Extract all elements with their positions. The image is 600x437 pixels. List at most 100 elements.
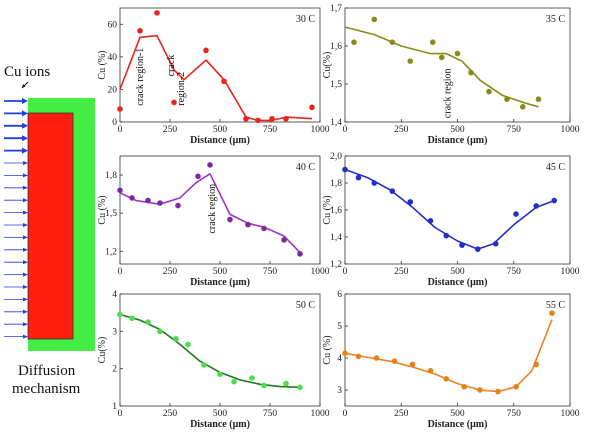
chart-title: 30 C xyxy=(296,14,316,25)
diffusion-arrow-icon xyxy=(4,135,28,142)
data-point xyxy=(217,371,223,378)
y-tick-label: 1,7 xyxy=(330,4,342,14)
x-tick-label: 250 xyxy=(394,125,409,135)
ions-pointer-icon xyxy=(21,81,29,89)
data-point xyxy=(389,39,396,45)
chart-50c: 0 250 500 750 1000 1 2 3 4 Distance (μm) Cu(%) 50 C xyxy=(95,290,330,437)
x-axis-label: Distance (μm) xyxy=(428,277,488,288)
diffusion-arrow-icon xyxy=(4,334,28,339)
x-tick-label: 250 xyxy=(394,409,409,419)
y-tick-label: 20 xyxy=(108,85,118,95)
data-point xyxy=(504,96,510,102)
data-point xyxy=(342,166,348,173)
y-axis-label: Cu (%) xyxy=(322,195,333,224)
data-point xyxy=(281,237,287,243)
data-point xyxy=(389,188,396,194)
data-point xyxy=(145,319,151,325)
data-point xyxy=(519,104,526,110)
diffusion-arrow-icon xyxy=(4,147,28,154)
diffusion-arrow-icon xyxy=(4,272,28,277)
x-tick-label: 0 xyxy=(343,267,348,277)
chart-45c: 0 250 500 750 1000 1,2 1,4 1,6 1,8 2,0 Distance (μ… xyxy=(320,148,600,290)
data-point xyxy=(427,218,434,224)
x-tick-label: 0 xyxy=(118,267,123,277)
chart-40c: 0 250 500 750 1000 1,2 1,5 1,8 Distance (μm) Cu (… xyxy=(95,150,330,290)
diffusion-arrow-icon xyxy=(4,260,28,265)
data-point xyxy=(283,380,289,387)
chart-55c: 0 250 500 750 1000 3 4 5 6 Distance (μm) Cu (%) 55 … xyxy=(320,290,600,437)
x-tick-label: 750 xyxy=(263,267,278,277)
data-point xyxy=(137,28,143,34)
data-point xyxy=(438,54,445,61)
data-point xyxy=(157,200,163,206)
data-point xyxy=(371,16,378,23)
y-tick-label: 1,5 xyxy=(330,80,342,90)
data-point xyxy=(221,78,227,85)
data-point xyxy=(407,199,414,205)
diffusion-arrow-icon xyxy=(4,210,28,215)
data-point xyxy=(461,384,468,390)
data-point xyxy=(513,211,519,217)
data-point xyxy=(207,162,213,168)
y-tick-label: 1,8 xyxy=(105,171,117,181)
data-point xyxy=(117,311,123,318)
y-tick-label: 40 xyxy=(108,53,118,63)
diagram-caption-line1: Diffusion xyxy=(18,363,76,379)
y-tick-label: 1 xyxy=(112,402,117,412)
data-point xyxy=(477,387,483,393)
chart-title: 35 C xyxy=(546,14,566,25)
data-point xyxy=(355,174,362,181)
data-point xyxy=(391,358,398,364)
data-point xyxy=(195,173,201,180)
y-tick-label: 6 xyxy=(337,290,342,300)
x-tick-label: 750 xyxy=(507,267,522,277)
x-tick-label: 250 xyxy=(163,409,178,419)
crack-region-annotation: crack region xyxy=(207,184,218,234)
diffusion-arrow-icon xyxy=(4,185,28,190)
data-point xyxy=(342,350,348,356)
x-tick-label: 500 xyxy=(213,125,228,135)
x-tick-label: 250 xyxy=(163,267,178,277)
inner-core xyxy=(27,112,74,340)
diffusion-arrow-icon xyxy=(4,297,28,302)
data-point xyxy=(309,104,315,111)
plot-frame xyxy=(344,155,571,265)
data-point xyxy=(243,115,249,122)
data-point xyxy=(371,180,378,186)
data-point xyxy=(533,203,540,209)
data-point xyxy=(245,221,251,228)
diffusion-arrow-icon xyxy=(4,223,28,227)
y-tick-label: 1,2 xyxy=(330,260,342,270)
data-point xyxy=(551,197,558,204)
diffusion-arrow-icon xyxy=(4,110,28,117)
y-tick-label: 3 xyxy=(112,327,117,337)
plot-frame xyxy=(344,7,571,123)
y-tick-label: 1,5 xyxy=(105,209,117,219)
data-point xyxy=(129,195,135,201)
y-tick-label: 1,4 xyxy=(330,233,342,243)
chart-title: 55 C xyxy=(546,300,566,311)
data-point xyxy=(409,361,416,368)
series-line xyxy=(119,313,301,389)
diffusion-arrow-icon xyxy=(4,322,28,327)
diffusion-arrow-icon xyxy=(4,198,28,203)
y-tick-label: 3 xyxy=(337,386,342,396)
diffusion-arrow-icon xyxy=(4,173,28,178)
y-tick-label: 0 xyxy=(112,118,117,128)
y-axis-label: Cu(%) xyxy=(322,52,333,79)
x-tick-label: 1000 xyxy=(311,125,330,135)
diffusion-arrow-icon xyxy=(4,247,28,252)
x-tick-label: 1000 xyxy=(311,267,330,277)
x-tick-label: 500 xyxy=(450,409,465,419)
data-point xyxy=(407,58,414,64)
series-line xyxy=(344,319,553,393)
data-point xyxy=(443,376,450,382)
data-point xyxy=(454,50,461,57)
data-point xyxy=(443,232,450,239)
data-point xyxy=(283,115,289,122)
y-tick-label: 60 xyxy=(108,20,118,30)
data-point xyxy=(495,388,501,395)
data-point xyxy=(535,96,542,102)
diffusion-arrow-icon xyxy=(4,309,28,314)
x-tick-label: 1000 xyxy=(561,409,580,419)
